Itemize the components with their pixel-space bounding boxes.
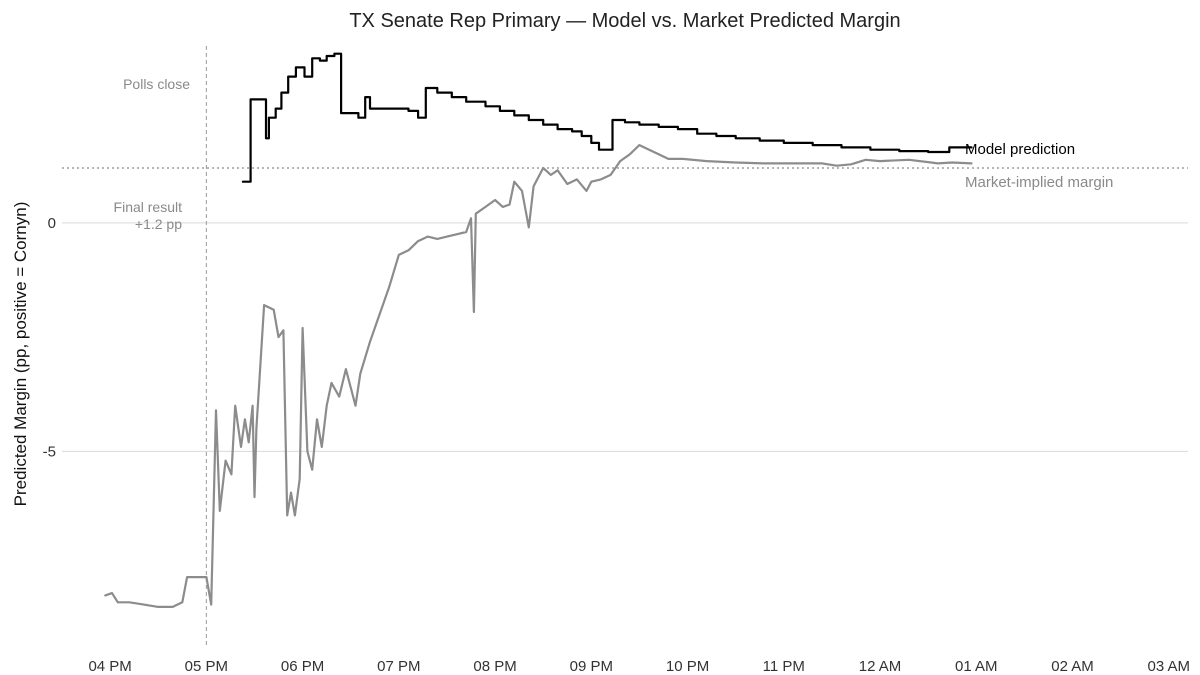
y-axis-label: Predicted Margin (pp, positive = Cornyn) <box>11 202 30 507</box>
polls-close-label: Polls close <box>123 76 190 92</box>
x-tick-label: 02 AM <box>1051 658 1094 675</box>
gridlines <box>62 222 1188 452</box>
series-lines <box>104 52 973 608</box>
market-implied-margin-line <box>104 144 973 608</box>
final-result-value-label: +1.2 pp <box>135 216 182 232</box>
legend-market-implied-margin: Market-implied margin <box>965 174 1113 191</box>
x-tick-label: 11 PM <box>763 658 805 675</box>
x-tick-label: 04 PM <box>88 658 131 675</box>
x-tick-label: 03 AM <box>1147 658 1190 675</box>
tick-labels: 0 -5 04 PM 05 PM 06 PM 07 PM 08 PM 09 PM 10 PM 11… <box>43 215 1190 675</box>
chart-title: TX Senate Rep Primary — Model vs. Market… <box>349 10 900 32</box>
x-tick-label: 07 PM <box>377 658 420 675</box>
x-tick-label: 09 PM <box>570 658 613 675</box>
x-tick-label: 06 PM <box>281 658 324 675</box>
y-tick-label: -5 <box>43 443 56 460</box>
x-tick-label: 10 PM <box>666 658 709 675</box>
y-tick-label: 0 <box>48 215 56 232</box>
x-tick-label: 12 AM <box>859 658 902 675</box>
reference-lines <box>62 46 1188 648</box>
model-prediction-line <box>241 52 973 183</box>
x-tick-label: 05 PM <box>185 658 228 675</box>
x-tick-label: 08 PM <box>473 658 516 675</box>
x-tick-label: 01 AM <box>955 658 998 675</box>
legend-model-prediction: Model prediction <box>965 141 1075 158</box>
final-result-label: Final result <box>114 199 183 215</box>
